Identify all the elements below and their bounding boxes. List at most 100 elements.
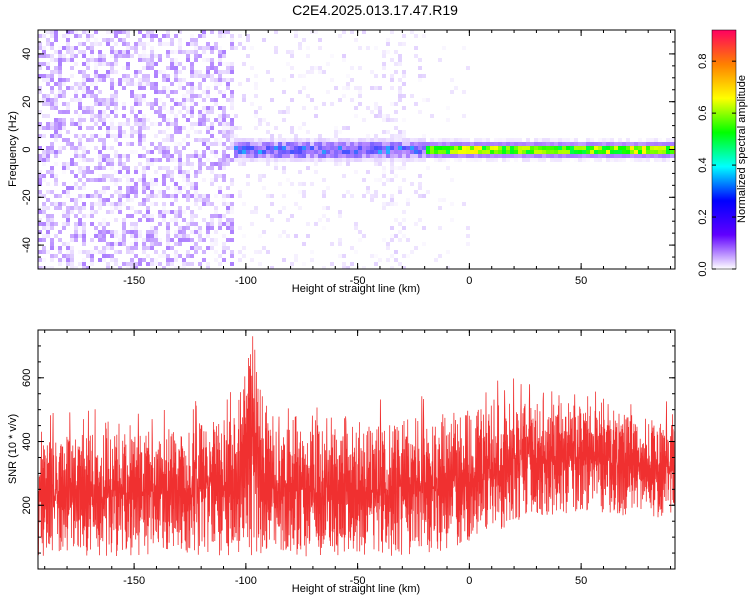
heatmap-cell xyxy=(174,242,178,246)
heatmap-cell xyxy=(586,154,590,158)
heatmap-cell xyxy=(242,246,246,250)
heatmap-cell xyxy=(218,138,222,142)
heatmap-cell xyxy=(58,78,62,82)
heatmap-cell xyxy=(182,78,186,82)
heatmap-cell xyxy=(82,194,86,198)
heatmap-cell xyxy=(370,158,374,162)
heatmap-cell xyxy=(62,34,66,38)
heatmap-cell xyxy=(302,262,306,266)
heatmap-cell xyxy=(394,158,398,162)
heatmap-cell xyxy=(98,134,102,138)
heatmap-cell xyxy=(54,222,58,226)
heatmap-cell xyxy=(102,118,106,122)
heatmap-cell xyxy=(110,86,114,90)
heatmap-cell xyxy=(438,254,442,258)
heatmap-cell xyxy=(138,98,142,102)
heatmap-cell xyxy=(82,226,86,230)
heatmap-cell xyxy=(58,118,62,122)
heatmap-cell xyxy=(458,146,462,150)
heatmap-cell xyxy=(262,154,266,158)
heatmap-cell xyxy=(38,66,42,70)
heatmap-cell xyxy=(78,166,82,170)
heatmap-cell xyxy=(458,138,462,142)
heatmap-cell xyxy=(222,54,226,58)
heatmap-cell xyxy=(262,186,266,190)
heatmap-cell xyxy=(414,142,418,146)
heatmap-cell xyxy=(146,74,150,78)
heatmap-cell xyxy=(242,202,246,206)
heatmap-cell xyxy=(98,250,102,254)
heatmap-cell xyxy=(94,202,98,206)
heatmap-cell xyxy=(194,222,198,226)
heatmap-cell xyxy=(206,158,210,162)
heatmap-cell xyxy=(402,134,406,138)
heatmap-cell xyxy=(134,74,138,78)
heatmap-cell xyxy=(90,210,94,214)
heatmap-cell xyxy=(186,206,190,210)
heatmap-cell xyxy=(326,218,330,222)
heatmap-cell xyxy=(122,134,126,138)
snr-xtick-label: -100 xyxy=(235,575,257,587)
heatmap-cell xyxy=(106,102,110,106)
heatmap-cell xyxy=(342,154,346,158)
heatmap-cell xyxy=(558,142,562,146)
heatmap-cell xyxy=(422,74,426,78)
heatmap-cell xyxy=(350,138,354,142)
heatmap-cell xyxy=(50,134,54,138)
heatmap-cell xyxy=(214,138,218,142)
heatmap-cell xyxy=(174,210,178,214)
heatmap-cell xyxy=(446,118,450,122)
heatmap-cell xyxy=(390,178,394,182)
heatmap-cell xyxy=(154,258,158,262)
heatmap-cell xyxy=(414,138,418,142)
heatmap-cell xyxy=(250,46,254,50)
heatmap-cell xyxy=(142,178,146,182)
heatmap-cell xyxy=(146,30,150,34)
heatmap-cell xyxy=(122,230,126,234)
heatmap-cell xyxy=(134,94,138,98)
heatmap-cell xyxy=(230,222,234,226)
heatmap-cell xyxy=(54,94,58,98)
heatmap-cell xyxy=(106,174,110,178)
heatmap-cell xyxy=(54,154,58,158)
heatmap-cell xyxy=(134,122,138,126)
heatmap-cell xyxy=(154,158,158,162)
heatmap-cell xyxy=(218,122,222,126)
heatmap-cell xyxy=(74,198,78,202)
heatmap-cell xyxy=(374,158,378,162)
heatmap-cell xyxy=(158,242,162,246)
heatmap-cell xyxy=(106,126,110,130)
heatmap-cell xyxy=(418,174,422,178)
heatmap-cell xyxy=(450,154,454,158)
heatmap-cell xyxy=(222,194,226,198)
heatmap-cell xyxy=(46,30,50,34)
heatmap-cell xyxy=(314,146,318,150)
heatmap-cell xyxy=(374,178,378,182)
heatmap-cell xyxy=(122,38,126,42)
heatmap-cell xyxy=(354,150,358,154)
heatmap-cell xyxy=(46,218,50,222)
heatmap-cell xyxy=(38,86,42,90)
heatmap-cell xyxy=(230,94,234,98)
heatmap-cell xyxy=(170,122,174,126)
heatmap-cell xyxy=(310,66,314,70)
heatmap-cell xyxy=(262,138,266,142)
heatmap-cell xyxy=(586,158,590,162)
heatmap-cell xyxy=(190,126,194,130)
heatmap-cell xyxy=(306,46,310,50)
heatmap-cell xyxy=(146,242,150,246)
heatmap-cell xyxy=(382,118,386,122)
heatmap-cell xyxy=(174,98,178,102)
heatmap-cell xyxy=(374,162,378,166)
heatmap-cell xyxy=(670,142,674,146)
heatmap-cell xyxy=(94,70,98,74)
heatmap-cell xyxy=(126,262,130,266)
heatmap-cell xyxy=(138,122,142,126)
heatmap-cell xyxy=(358,86,362,90)
heatmap-cell xyxy=(114,62,118,66)
heatmap-cell xyxy=(222,50,226,54)
heatmap-cell xyxy=(294,30,298,34)
heatmap-cell xyxy=(74,230,78,234)
heatmap-cell xyxy=(246,38,250,42)
heatmap-cell xyxy=(78,210,82,214)
